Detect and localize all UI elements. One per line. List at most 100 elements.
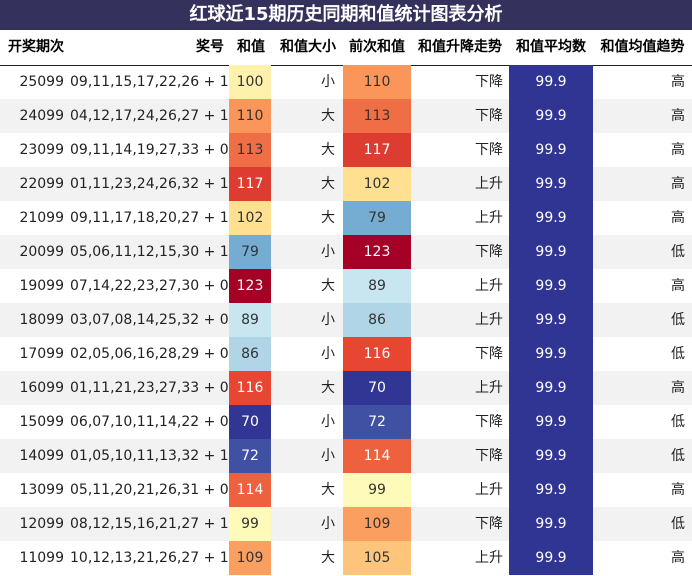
- cell-trend: 下降: [475, 448, 503, 464]
- cell-numbers: 04,12,17,24,26,27 + 16: [70, 108, 238, 124]
- cell-avg: 99.9: [509, 65, 593, 99]
- cell-trend: 上升: [475, 176, 503, 192]
- cell-avg: 99.9: [509, 405, 593, 439]
- cell-numbers: 09,11,17,18,20,27 + 15: [70, 210, 238, 226]
- cell-size: 大: [321, 142, 335, 158]
- cell-prev-sum: 72: [343, 405, 411, 439]
- cell-prev-sum: 89: [343, 269, 411, 303]
- cell-trend: 上升: [475, 210, 503, 226]
- cell-size: 小: [321, 516, 335, 532]
- cell-size: 大: [321, 278, 335, 294]
- cell-sum: 86: [229, 337, 271, 371]
- cell-numbers: 01,11,23,24,26,32 + 15: [70, 176, 238, 192]
- cell-avg: 99.9: [509, 303, 593, 337]
- header-sum: 和值: [237, 39, 265, 55]
- header-size: 和值大小: [280, 39, 336, 55]
- cell-avg-trend: 低: [671, 244, 685, 260]
- cell-size: 小: [321, 346, 335, 362]
- table-row: 23099 09,11,14,19,27,33 + 05 113 大 117 下降 99.9…: [0, 133, 692, 167]
- cell-sum: 116: [229, 371, 271, 405]
- table-row: 18099 03,07,08,14,25,32 + 06 89 小 86 上升 99.9 低: [0, 303, 692, 337]
- table-row: 16099 01,11,21,23,27,33 + 06 116 大 70 上升 99.9 高: [0, 371, 692, 405]
- cell-prev-sum: 109: [343, 507, 411, 541]
- cell-period: 25099: [19, 74, 64, 90]
- cell-size: 小: [321, 448, 335, 464]
- cell-prev-sum: 102: [343, 167, 411, 201]
- cell-avg: 99.9: [509, 371, 593, 405]
- header-period: 开奖期次: [8, 39, 64, 55]
- cell-size: 小: [321, 244, 335, 260]
- chart-title: 红球近15期历史同期和值统计图表分析: [0, 0, 692, 30]
- cell-period: 21099: [19, 210, 64, 226]
- cell-period: 17099: [19, 346, 64, 362]
- cell-size: 大: [321, 482, 335, 498]
- cell-trend: 上升: [475, 380, 503, 396]
- cell-avg-trend: 高: [671, 74, 685, 90]
- cell-period: 16099: [19, 380, 64, 396]
- cell-avg: 99.9: [509, 337, 593, 371]
- cell-size: 大: [321, 108, 335, 124]
- cell-avg-trend: 高: [671, 142, 685, 158]
- cell-avg: 99.9: [509, 201, 593, 235]
- cell-period: 12099: [19, 516, 64, 532]
- cell-sum: 89: [229, 303, 271, 337]
- cell-period: 22099: [19, 176, 64, 192]
- cell-avg-trend: 高: [671, 482, 685, 498]
- cell-numbers: 09,11,15,17,22,26 + 14: [70, 74, 238, 90]
- table-row: 12099 08,12,15,16,21,27 + 16 99 小 109 下降 99.9 低: [0, 507, 692, 541]
- cell-trend: 上升: [475, 312, 503, 328]
- cell-period: 20099: [19, 244, 64, 260]
- table-header: 开奖期次 奖号 和值 和值大小 前次和值 和值升降走势 和值平均数 和值均值趋势: [0, 30, 692, 66]
- cell-trend: 下降: [475, 244, 503, 260]
- cell-size: 大: [321, 210, 335, 226]
- cell-sum: 114: [229, 473, 271, 507]
- cell-numbers: 05,06,11,12,15,30 + 12: [70, 244, 238, 260]
- header-prev-sum: 前次和值: [349, 39, 405, 55]
- table-row: 22099 01,11,23,24,26,32 + 15 117 大 102 上升 99.9…: [0, 167, 692, 201]
- table-row: 24099 04,12,17,24,26,27 + 16 110 大 113 下降 99.9…: [0, 99, 692, 133]
- cell-prev-sum: 117: [343, 133, 411, 167]
- cell-period: 13099: [19, 482, 64, 498]
- table-row: 21099 09,11,17,18,20,27 + 15 102 大 79 上升 99.9 高: [0, 201, 692, 235]
- cell-trend: 下降: [475, 142, 503, 158]
- cell-period: 19099: [19, 278, 64, 294]
- cell-trend: 下降: [475, 516, 503, 532]
- cell-period: 14099: [19, 448, 64, 464]
- cell-prev-sum: 113: [343, 99, 411, 133]
- cell-numbers: 06,07,10,11,14,22 + 09: [70, 414, 238, 430]
- cell-sum: 110: [229, 99, 271, 133]
- cell-trend: 下降: [475, 346, 503, 362]
- cell-period: 11099: [19, 550, 64, 566]
- cell-avg-trend: 低: [671, 312, 685, 328]
- cell-avg: 99.9: [509, 473, 593, 507]
- cell-sum: 117: [229, 167, 271, 201]
- cell-avg-trend: 高: [671, 380, 685, 396]
- cell-avg: 99.9: [509, 507, 593, 541]
- cell-size: 大: [321, 176, 335, 192]
- cell-period: 23099: [19, 142, 64, 158]
- cell-prev-sum: 110: [343, 65, 411, 99]
- cell-prev-sum: 105: [343, 541, 411, 575]
- cell-size: 小: [321, 414, 335, 430]
- cell-numbers: 03,07,08,14,25,32 + 06: [70, 312, 238, 328]
- cell-numbers: 09,11,14,19,27,33 + 05: [70, 142, 238, 158]
- table-row: 11099 10,12,13,21,26,27 + 14 109 大 105 上升 99.9…: [0, 541, 692, 575]
- cell-avg: 99.9: [509, 541, 593, 575]
- cell-sum: 72: [229, 439, 271, 473]
- cell-avg-trend: 高: [671, 176, 685, 192]
- table-row: 14099 01,05,10,11,13,32 + 14 72 小 114 下降 99.9 低: [0, 439, 692, 473]
- cell-sum: 79: [229, 235, 271, 269]
- cell-numbers: 02,05,06,16,28,29 + 04: [70, 346, 238, 362]
- cell-numbers: 01,11,21,23,27,33 + 06: [70, 380, 238, 396]
- table-row: 20099 05,06,11,12,15,30 + 12 79 小 123 下降 99.9 低: [0, 235, 692, 269]
- cell-trend: 上升: [475, 482, 503, 498]
- cell-prev-sum: 123: [343, 235, 411, 269]
- table-row: 17099 02,05,06,16,28,29 + 04 86 小 116 下降 99.9 低: [0, 337, 692, 371]
- cell-trend: 下降: [475, 74, 503, 90]
- cell-prev-sum: 116: [343, 337, 411, 371]
- cell-size: 小: [321, 74, 335, 90]
- cell-numbers: 10,12,13,21,26,27 + 14: [70, 550, 238, 566]
- cell-numbers: 08,12,15,16,21,27 + 16: [70, 516, 238, 532]
- cell-period: 15099: [19, 414, 64, 430]
